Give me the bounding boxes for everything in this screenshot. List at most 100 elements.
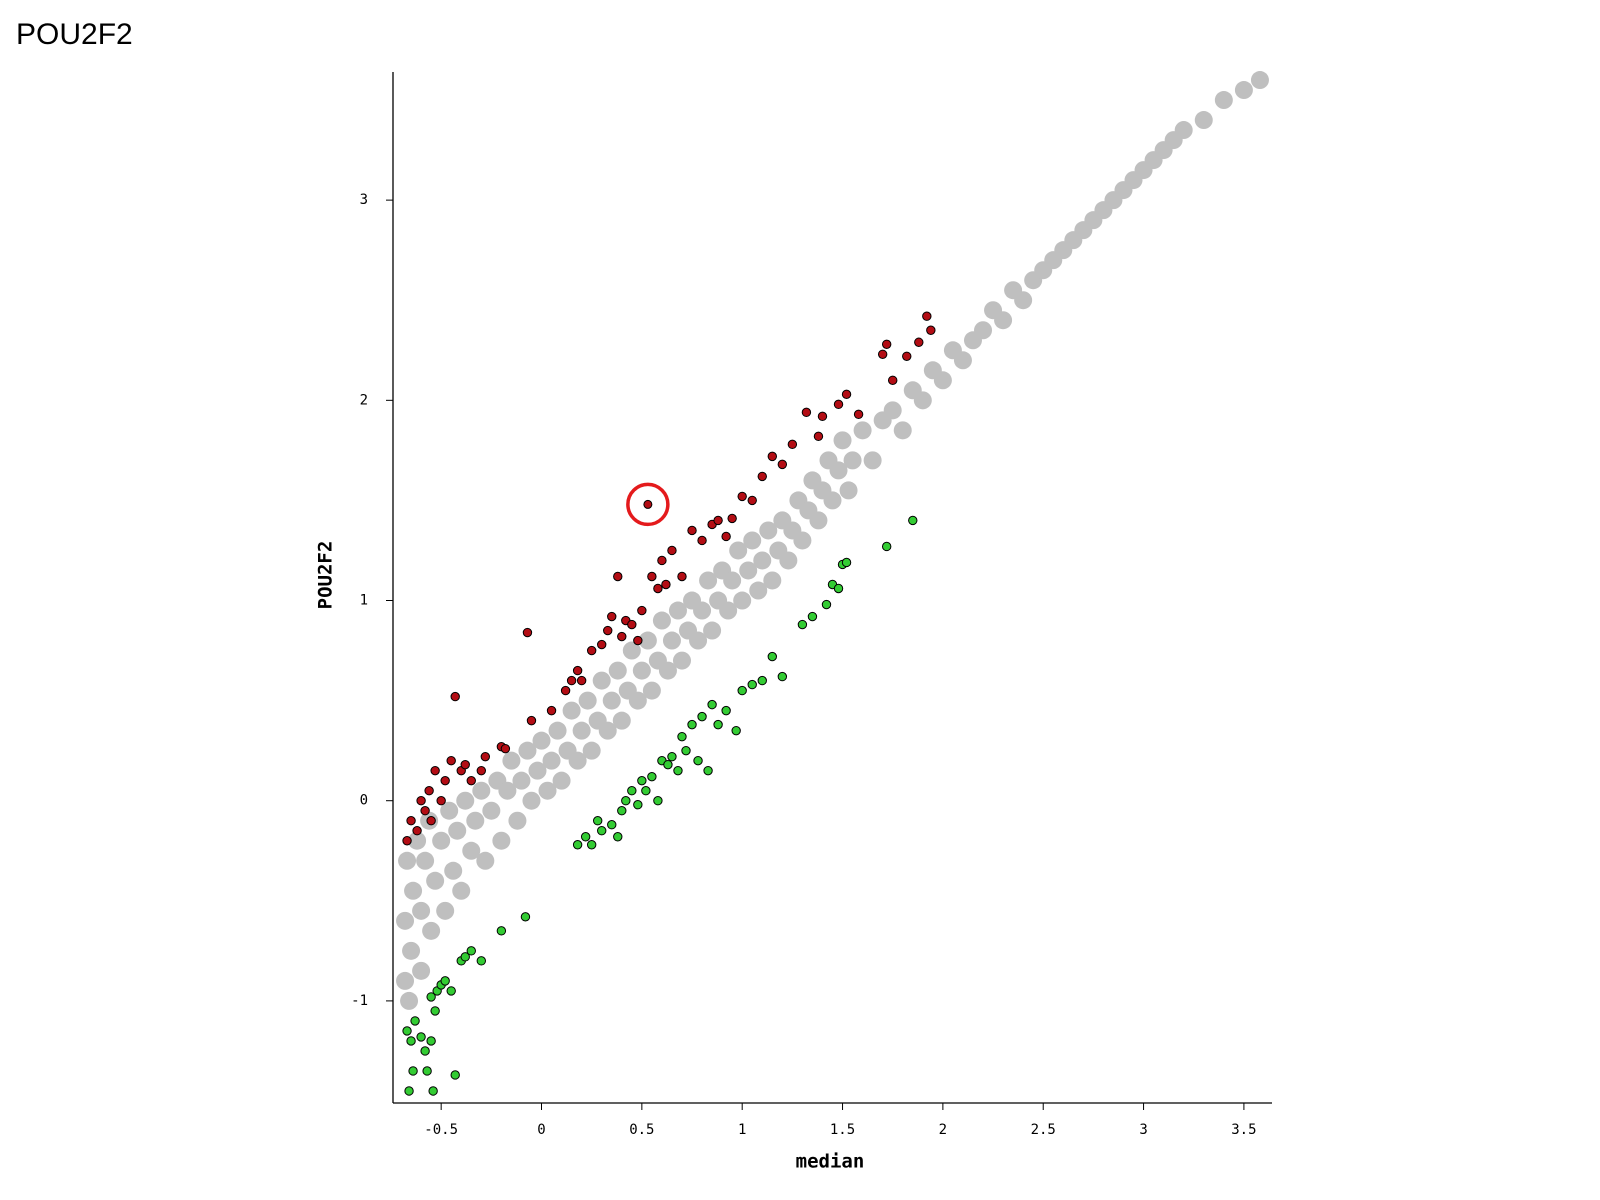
highlighted-point bbox=[430, 1006, 440, 1016]
background-point bbox=[432, 831, 451, 850]
background-point bbox=[699, 571, 718, 590]
background-point bbox=[602, 691, 621, 710]
highlighted-point bbox=[580, 832, 591, 842]
highlighted-point bbox=[420, 806, 430, 816]
highlighted-point bbox=[747, 495, 757, 506]
highlighted-point bbox=[500, 743, 511, 754]
background-point bbox=[829, 461, 848, 480]
highlighted-point bbox=[406, 1036, 416, 1046]
highlighted-point bbox=[466, 946, 476, 956]
highlighted-point bbox=[406, 816, 416, 826]
highlighted-point bbox=[520, 912, 531, 922]
x-tick-label: 1.5 bbox=[830, 1122, 855, 1138]
background-point bbox=[482, 801, 501, 820]
background-point bbox=[404, 881, 423, 900]
background-point bbox=[1214, 91, 1233, 110]
highlighted-point bbox=[627, 785, 637, 796]
highlighted-point bbox=[572, 665, 583, 676]
highlighted-point bbox=[677, 731, 687, 742]
highlighted-point bbox=[641, 785, 651, 796]
background-point bbox=[568, 751, 587, 770]
highlighted-point bbox=[603, 625, 613, 636]
highlighted-point bbox=[633, 800, 643, 810]
highlighted-point bbox=[420, 1046, 430, 1056]
highlighted-point bbox=[586, 645, 597, 656]
highlighted-point bbox=[446, 986, 456, 996]
highlighted-point bbox=[647, 771, 657, 782]
background-point bbox=[528, 761, 547, 780]
highlighted-point bbox=[787, 439, 798, 450]
background-point bbox=[1250, 71, 1269, 90]
highlighted-point bbox=[697, 711, 707, 722]
background-point bbox=[444, 861, 463, 880]
background-point bbox=[953, 351, 972, 370]
highlighted-point bbox=[673, 765, 683, 776]
highlight-point bbox=[643, 499, 653, 509]
highlighted-point bbox=[496, 926, 507, 936]
y-tick-label: 3 bbox=[360, 192, 368, 208]
highlighted-point bbox=[402, 1026, 412, 1036]
highlighted-point bbox=[426, 992, 436, 1002]
background-point bbox=[793, 531, 812, 550]
highlighted-point bbox=[841, 557, 852, 568]
highlighted-point bbox=[430, 765, 440, 776]
background-point bbox=[440, 801, 459, 820]
background-point bbox=[668, 601, 687, 620]
highlighted-point bbox=[637, 605, 647, 616]
highlighted-point bbox=[731, 725, 741, 736]
background-point bbox=[723, 571, 742, 590]
highlighted-point bbox=[737, 491, 747, 502]
highlighted-point bbox=[697, 535, 707, 546]
x-tick-label: 0.5 bbox=[629, 1122, 654, 1138]
highlighted-point bbox=[607, 820, 617, 830]
highlighted-point bbox=[707, 699, 717, 710]
highlighted-point bbox=[586, 840, 597, 850]
background-point bbox=[622, 641, 641, 660]
highlighted-point bbox=[613, 571, 623, 582]
highlighted-point bbox=[412, 826, 422, 836]
highlighted-point bbox=[693, 755, 703, 766]
highlighted-point bbox=[926, 325, 936, 335]
highlighted-point bbox=[560, 685, 571, 696]
highlighted-point bbox=[657, 555, 667, 566]
background-point bbox=[398, 851, 417, 870]
highlighted-point bbox=[446, 755, 456, 766]
highlighted-point bbox=[687, 525, 697, 536]
background-point bbox=[863, 451, 882, 470]
highlighted-point bbox=[617, 806, 627, 816]
background-point bbox=[548, 721, 567, 740]
y-tick-label: 0 bbox=[360, 793, 368, 809]
background-point bbox=[739, 561, 758, 580]
background-point bbox=[1234, 81, 1253, 100]
highlighted-point bbox=[877, 349, 888, 359]
background-point bbox=[592, 671, 611, 690]
background-point bbox=[562, 701, 581, 720]
background-point bbox=[542, 751, 561, 770]
highlighted-point bbox=[833, 399, 844, 410]
highlighted-point bbox=[416, 1032, 426, 1042]
highlighted-point bbox=[637, 775, 647, 786]
background-point bbox=[552, 771, 571, 790]
background-point bbox=[763, 571, 782, 590]
background-point bbox=[498, 781, 517, 800]
highlighted-point bbox=[727, 513, 737, 524]
y-tick-label: 2 bbox=[360, 392, 368, 408]
highlighted-point bbox=[466, 775, 476, 786]
x-tick-label: -0.5 bbox=[424, 1122, 458, 1138]
highlighted-point bbox=[737, 685, 747, 696]
highlighted-point bbox=[713, 515, 723, 526]
highlighted-point bbox=[767, 651, 777, 662]
background-point bbox=[994, 311, 1013, 330]
highlighted-point bbox=[817, 411, 828, 422]
background-point bbox=[538, 781, 557, 800]
highlighted-point bbox=[621, 796, 631, 806]
x-tick-label: 3.5 bbox=[1231, 1122, 1256, 1138]
background-point bbox=[1174, 121, 1193, 140]
highlighted-point bbox=[914, 337, 924, 347]
background-point bbox=[759, 521, 778, 540]
background-point bbox=[492, 831, 511, 850]
background-point bbox=[572, 721, 591, 740]
background-point bbox=[608, 661, 627, 680]
